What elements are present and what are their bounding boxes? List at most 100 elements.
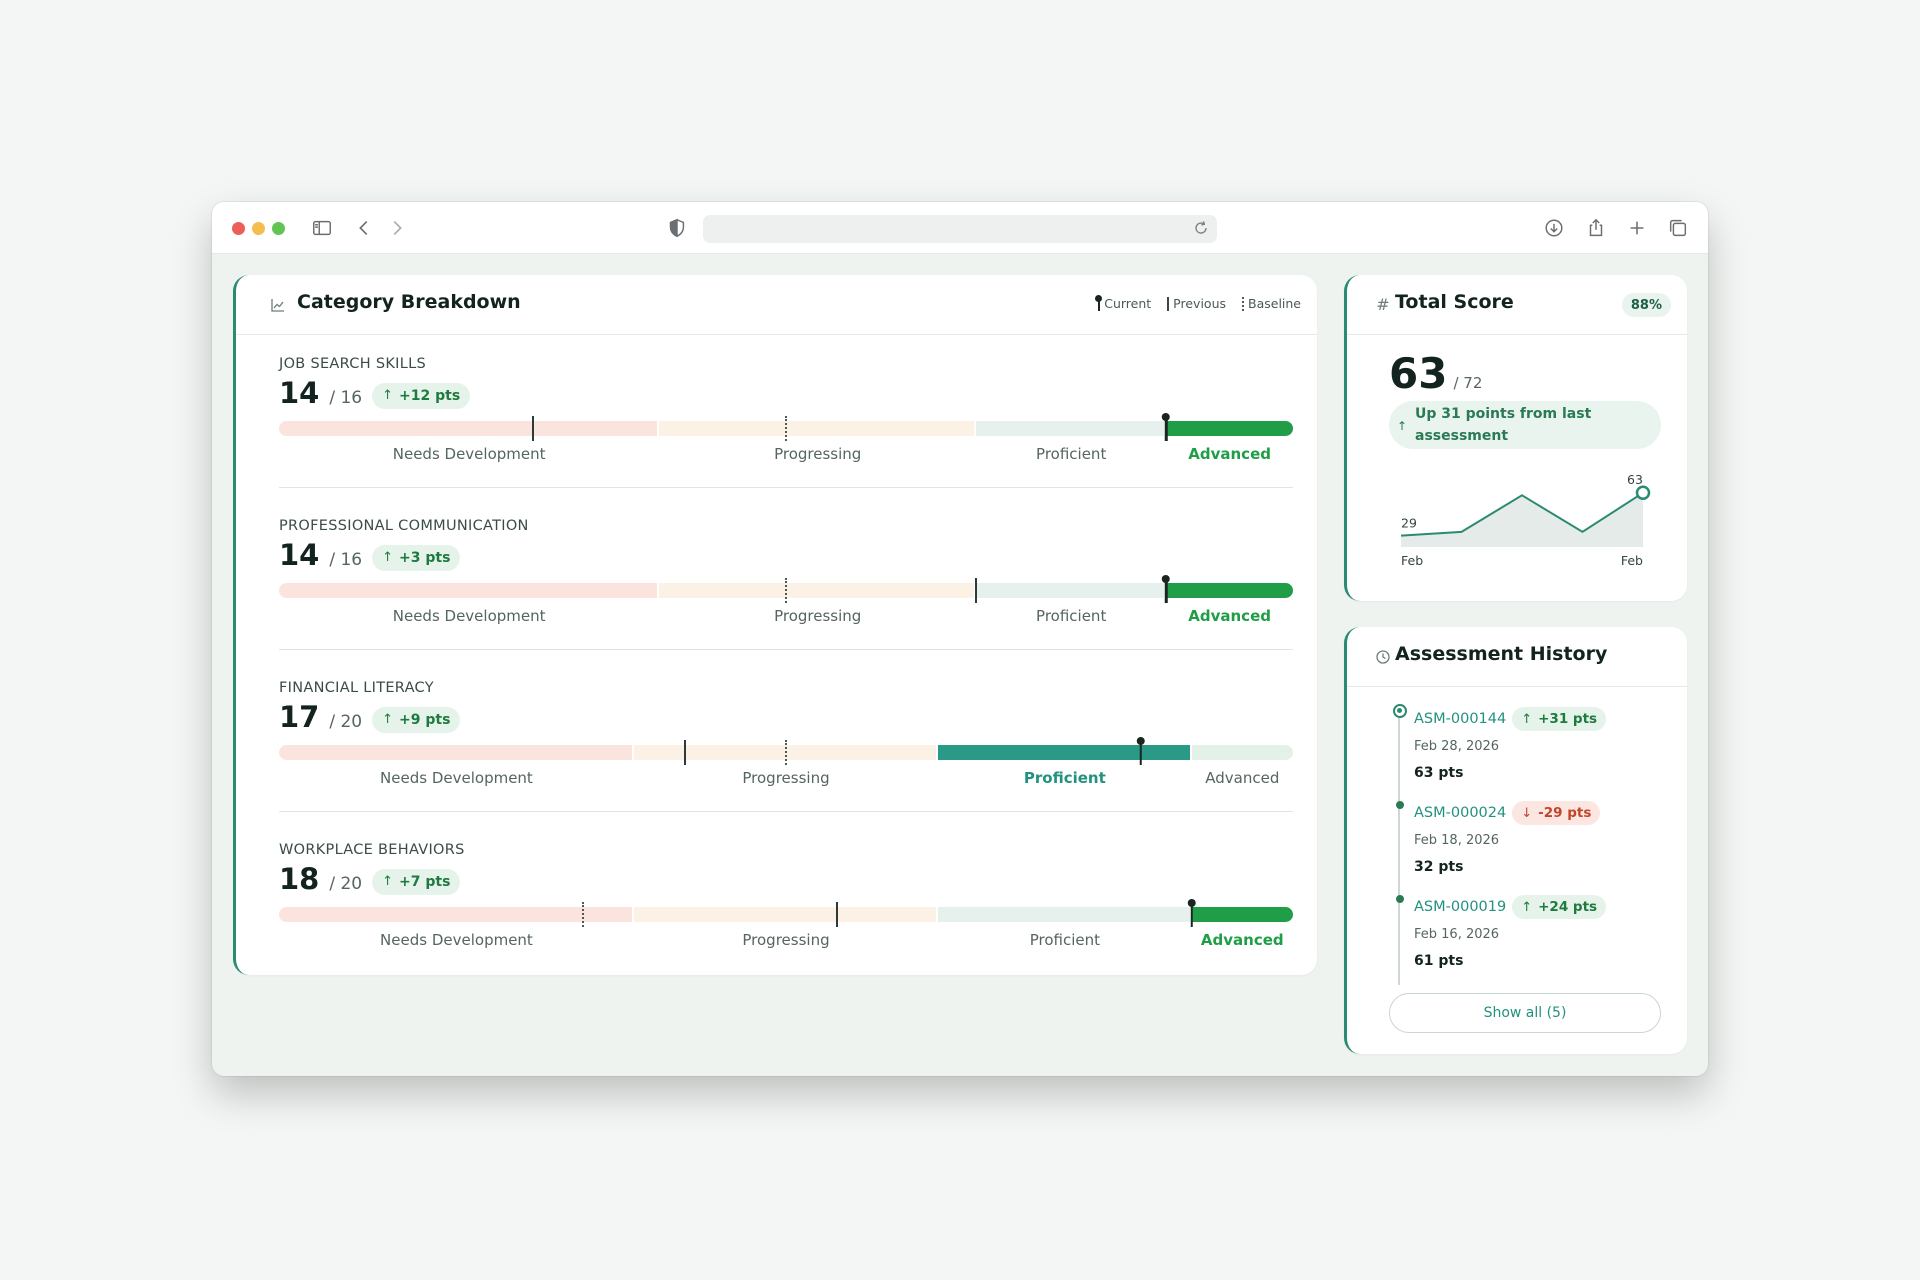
download-icon[interactable] xyxy=(1542,216,1566,240)
entry-date: Feb 18, 2026 xyxy=(1414,833,1500,848)
band-label: Progressing xyxy=(742,931,830,949)
marker-legend: Current Previous Baseline xyxy=(1095,294,1301,311)
arrow-up-icon: ↑ xyxy=(1521,711,1533,727)
forward-icon[interactable] xyxy=(385,216,409,240)
trend-line xyxy=(1400,491,1644,537)
category-name: FINANCIAL LITERACY xyxy=(279,680,434,696)
total-score-header: # Total Score 88% xyxy=(1347,275,1687,335)
arrow-up-icon: ↑ xyxy=(382,712,394,727)
reload-icon[interactable] xyxy=(1191,218,1211,238)
band-needs-development xyxy=(279,907,632,922)
category-name: PROFESSIONAL COMMUNICATION xyxy=(279,518,529,534)
arrow-up-icon: ↑ xyxy=(382,550,394,565)
legend-baseline: Baseline xyxy=(1242,296,1301,311)
score-value: 14 xyxy=(279,376,320,410)
sidebar-icon[interactable] xyxy=(310,216,334,240)
band-label: Proficient xyxy=(1036,607,1107,625)
minimize-window-button[interactable] xyxy=(252,222,265,235)
back-icon[interactable] xyxy=(352,216,376,240)
band-label: Advanced xyxy=(1205,769,1280,787)
assessment-id-link[interactable]: ASM-000019 xyxy=(1414,899,1507,915)
share-icon[interactable] xyxy=(1584,216,1608,240)
level-track xyxy=(279,413,1293,441)
band-needs-development xyxy=(279,745,632,760)
entry-header: ASM-000024 ↓ -29 pts xyxy=(1414,801,1601,825)
score-value: 18 xyxy=(279,862,320,896)
level-track xyxy=(279,899,1293,927)
category-divider xyxy=(279,811,1293,812)
trend-start-label: 29 xyxy=(1401,516,1417,531)
line-chart-icon xyxy=(270,297,286,313)
timeline-dot xyxy=(1396,801,1404,809)
score-max: / 16 xyxy=(329,550,363,570)
browser-toolbar xyxy=(212,202,1708,254)
band-label: Proficient xyxy=(1036,445,1107,463)
score-value: 14 xyxy=(279,538,320,572)
trend-x-label-start: Feb xyxy=(1401,553,1423,568)
category-breakdown-title: Category Breakdown xyxy=(297,291,521,313)
category-breakdown-card: Category Breakdown Current Previous Base… xyxy=(233,275,1317,975)
assessment-history-card: Assessment History ASM-000144 ↑ +31 pts F… xyxy=(1344,627,1687,1054)
close-window-button[interactable] xyxy=(232,222,245,235)
assessment-id-link[interactable]: ASM-000024 xyxy=(1414,805,1507,821)
band-progressing xyxy=(659,583,975,598)
category-score: 14 / 16 ↑ +3 pts xyxy=(279,538,461,575)
entry-date: Feb 16, 2026 xyxy=(1414,927,1500,942)
total-score-max: / 72 xyxy=(1453,374,1483,392)
shield-icon[interactable] xyxy=(665,216,689,240)
category-divider xyxy=(279,487,1293,488)
current-marker xyxy=(1137,737,1144,765)
total-score-value: 63 / 72 xyxy=(1389,349,1482,398)
current-marker xyxy=(1162,413,1170,441)
band-label: Advanced xyxy=(1200,931,1284,949)
band-advanced xyxy=(1166,421,1293,436)
band-proficient xyxy=(938,907,1190,922)
band-label: Needs Development xyxy=(392,445,546,463)
tabs-overview-icon[interactable] xyxy=(1666,216,1690,240)
band-advanced xyxy=(1191,907,1293,922)
score-change-note: ↑ Up 31 points from last assessment xyxy=(1389,401,1661,449)
legend-previous: Previous xyxy=(1167,296,1226,311)
zoom-window-button[interactable] xyxy=(272,222,285,235)
entry-header: ASM-000019 ↑ +24 pts xyxy=(1414,895,1607,919)
change-badge: ↑ +12 pts xyxy=(372,382,471,409)
baseline-marker xyxy=(785,740,787,765)
change-badge: ↑ +3 pts xyxy=(372,544,461,571)
percent-badge: 88% xyxy=(1621,293,1671,317)
score-max: / 20 xyxy=(329,874,363,894)
baseline-marker xyxy=(785,416,787,441)
band-label: Needs Development xyxy=(380,931,533,949)
trend-latest-point xyxy=(1635,485,1651,501)
band-progressing xyxy=(633,907,937,922)
total-score-title: Total Score xyxy=(1395,291,1514,313)
arrow-up-icon: ↑ xyxy=(1521,899,1533,915)
category-divider xyxy=(279,649,1293,650)
address-bar[interactable] xyxy=(703,215,1217,243)
new-tab-icon[interactable] xyxy=(1625,216,1649,240)
band-progressing xyxy=(633,745,937,760)
clock-icon xyxy=(1375,649,1391,665)
band-label: Proficient xyxy=(1029,931,1100,949)
trend-end-label: 63 xyxy=(1627,472,1643,487)
band-progressing xyxy=(659,421,975,436)
category-name: WORKPLACE BEHAVIORS xyxy=(279,842,465,858)
hash-icon: # xyxy=(1376,295,1390,314)
previous-marker xyxy=(683,740,686,765)
entry-points: 63 pts xyxy=(1414,765,1464,781)
band-label: Progressing xyxy=(742,769,830,787)
band-label: Progressing xyxy=(774,445,862,463)
score-value: 17 xyxy=(279,700,320,734)
trend-x-label-end: Feb xyxy=(1621,553,1643,568)
baseline-marker xyxy=(582,902,585,927)
browser-window: Category Breakdown Current Previous Base… xyxy=(212,202,1708,1076)
category-name: JOB SEARCH SKILLS xyxy=(279,356,426,372)
change-badge: ↑ +9 pts xyxy=(372,706,461,733)
total-score-number: 63 xyxy=(1389,349,1448,398)
show-all-button[interactable]: Show all (5) xyxy=(1389,993,1661,1033)
score-max: / 16 xyxy=(329,388,363,408)
arrow-up-icon: ↑ xyxy=(382,388,394,403)
previous-marker xyxy=(975,578,978,603)
assessment-id-link[interactable]: ASM-000144 xyxy=(1414,711,1507,727)
level-track xyxy=(279,737,1293,765)
previous-marker xyxy=(835,902,838,927)
